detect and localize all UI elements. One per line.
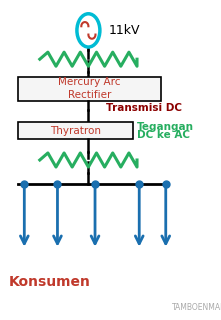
Text: Tegangan: Tegangan: [137, 122, 194, 132]
Bar: [18, 122, 133, 139]
Text: TAMBOENMAN: TAMBOENMAN: [172, 303, 221, 312]
Circle shape: [77, 14, 100, 47]
Text: DC ke AC: DC ke AC: [137, 130, 190, 140]
Text: Mercury Arc
Rectifier: Mercury Arc Rectifier: [58, 77, 121, 100]
Text: Konsumen: Konsumen: [9, 275, 91, 289]
Bar: [18, 77, 161, 101]
Text: Transmisi DC: Transmisi DC: [106, 103, 182, 113]
Text: Thyratron: Thyratron: [50, 126, 101, 136]
Text: 11kV: 11kV: [109, 24, 140, 37]
